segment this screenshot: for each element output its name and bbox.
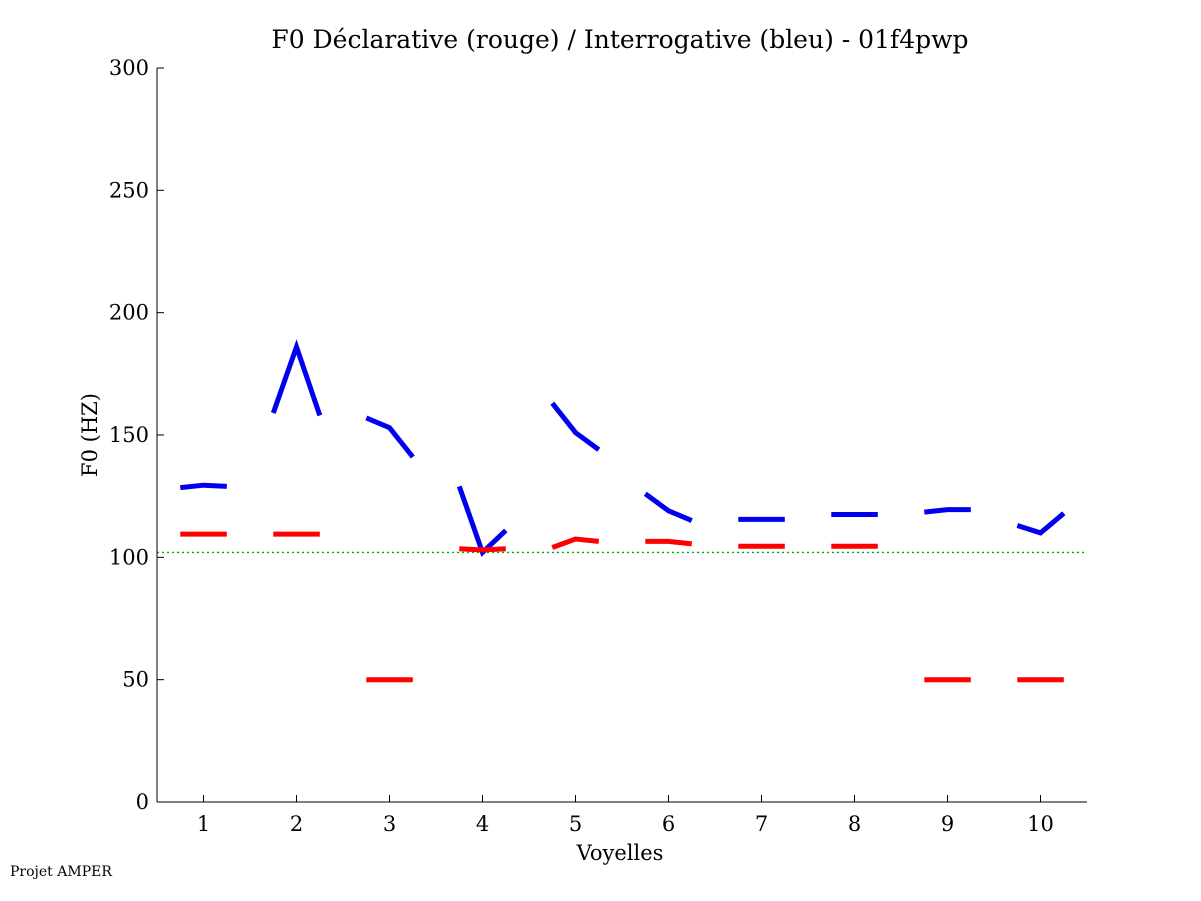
x-tick-label: 4 [476, 812, 489, 836]
y-tick-label: 300 [109, 56, 149, 80]
x-tick-label: 1 [197, 812, 210, 836]
x-axis-label: Voyelles [576, 841, 664, 865]
x-tick-label: 2 [290, 812, 303, 836]
f0-segment-vowel-1 [180, 482, 227, 491]
axes-layer [156, 68, 1087, 803]
f0-segment-vowel-6 [645, 538, 693, 547]
series-interrogative [180, 339, 1066, 557]
f0-segment-vowel-3 [365, 415, 415, 459]
f0-segment-vowel-6 [643, 491, 693, 523]
y-tick-label: 50 [122, 668, 149, 692]
y-tick-label: 150 [109, 423, 149, 447]
chart-title: F0 Déclarative (rouge) / Interrogative (… [271, 25, 968, 54]
f0-segment-vowel-5 [550, 401, 601, 452]
x-tick-label: 10 [1027, 812, 1054, 836]
f0-segment-vowel-10 [1016, 511, 1066, 536]
f0-segment-vowel-2 [270, 339, 323, 417]
y-tick-label: 200 [109, 301, 149, 325]
series-layer [180, 339, 1066, 683]
x-tick-label: 9 [941, 812, 954, 836]
y-tick-label: 100 [109, 545, 149, 569]
f0-segment-vowel-4 [459, 546, 506, 553]
x-tick-label: 7 [755, 812, 768, 836]
y-tick-label: 0 [136, 790, 149, 814]
y-tick-label: 250 [109, 178, 149, 202]
x-tick-label: 5 [569, 812, 582, 836]
f0-segment-vowel-5 [551, 536, 600, 550]
x-tick-label: 6 [662, 812, 675, 836]
f0-segment-vowel-9 [924, 507, 971, 515]
f0-segment-vowel-4 [456, 485, 508, 557]
series-declarative [180, 531, 1064, 683]
footer-credit: Projet AMPER [10, 864, 112, 880]
x-tick-label: 8 [848, 812, 861, 836]
y-axis-label: F0 (HZ) [78, 393, 102, 477]
x-tick-label: 3 [383, 812, 396, 836]
